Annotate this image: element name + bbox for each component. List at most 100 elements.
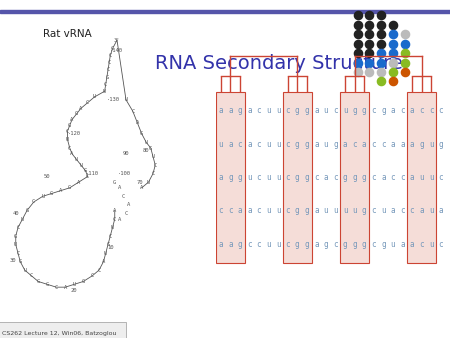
- Text: C: C: [66, 128, 69, 134]
- Point: [401, 31, 408, 37]
- Text: a: a: [410, 240, 414, 249]
- Text: u: u: [276, 173, 280, 182]
- Text: g: g: [305, 173, 309, 182]
- Text: a: a: [247, 206, 252, 215]
- Point: [378, 31, 385, 37]
- Text: g: g: [362, 206, 367, 215]
- Text: g: g: [295, 106, 300, 115]
- Text: C: C: [108, 61, 111, 65]
- Text: C: C: [104, 82, 108, 87]
- Text: C: C: [16, 225, 20, 230]
- Text: c: c: [438, 240, 443, 249]
- Text: 90: 90: [123, 151, 129, 156]
- Text: a: a: [410, 106, 414, 115]
- Text: u: u: [429, 173, 433, 182]
- Text: c: c: [314, 173, 319, 182]
- Text: a: a: [314, 106, 319, 115]
- Text: g: g: [295, 140, 300, 149]
- Text: c: c: [438, 106, 443, 115]
- Text: U: U: [75, 157, 78, 162]
- Text: U: U: [103, 89, 106, 94]
- Text: g: g: [352, 173, 357, 182]
- Text: g: g: [305, 206, 309, 215]
- Text: g: g: [343, 240, 347, 249]
- Text: c: c: [371, 140, 376, 149]
- Text: g: g: [324, 240, 328, 249]
- Text: c: c: [381, 140, 386, 149]
- Text: g: g: [238, 173, 242, 182]
- Text: g: g: [333, 140, 338, 149]
- Text: G: G: [106, 242, 110, 247]
- Text: G: G: [50, 191, 54, 196]
- Text: a: a: [314, 240, 319, 249]
- Point: [389, 41, 396, 46]
- Text: c: c: [371, 173, 376, 182]
- Text: G: G: [149, 146, 153, 150]
- Text: a: a: [391, 140, 395, 149]
- Text: A: A: [126, 202, 130, 207]
- Text: u: u: [266, 106, 271, 115]
- Text: G: G: [81, 279, 85, 284]
- Text: U: U: [111, 225, 114, 230]
- Point: [389, 69, 396, 75]
- Text: c: c: [256, 173, 261, 182]
- Text: A: A: [117, 185, 121, 190]
- Point: [378, 13, 385, 18]
- Text: g: g: [381, 240, 386, 249]
- Point: [354, 31, 361, 37]
- Text: a: a: [218, 240, 223, 249]
- Text: a: a: [314, 206, 319, 215]
- Point: [378, 41, 385, 46]
- Text: a: a: [228, 240, 233, 249]
- Text: U: U: [41, 194, 45, 199]
- Text: c: c: [371, 240, 376, 249]
- Text: a: a: [391, 206, 395, 215]
- Text: c: c: [352, 140, 357, 149]
- Point: [354, 60, 361, 65]
- Text: c: c: [256, 240, 261, 249]
- Text: a: a: [228, 140, 233, 149]
- Text: u: u: [276, 240, 280, 249]
- Text: C: C: [108, 234, 112, 239]
- Text: u: u: [381, 206, 386, 215]
- Text: A: A: [70, 117, 74, 122]
- Bar: [283, 92, 311, 263]
- Text: A: A: [135, 120, 139, 125]
- Text: u: u: [324, 106, 328, 115]
- Text: u: u: [324, 140, 328, 149]
- Text: C: C: [68, 146, 72, 150]
- Text: A: A: [77, 179, 81, 185]
- Text: U: U: [144, 140, 148, 145]
- Text: A: A: [79, 106, 83, 111]
- Text: A: A: [59, 188, 63, 193]
- Text: G: G: [45, 282, 49, 287]
- Text: g: g: [238, 106, 242, 115]
- Text: c: c: [429, 106, 433, 115]
- Text: C: C: [106, 68, 110, 72]
- Point: [378, 22, 385, 27]
- Text: C: C: [151, 171, 155, 176]
- Text: c: c: [285, 140, 290, 149]
- Text: u: u: [391, 240, 395, 249]
- Text: a: a: [400, 240, 405, 249]
- Text: u: u: [324, 206, 328, 215]
- Text: c: c: [238, 140, 242, 149]
- Text: u: u: [266, 206, 271, 215]
- Text: 30: 30: [9, 258, 16, 263]
- Text: g: g: [362, 173, 367, 182]
- Text: c: c: [333, 106, 338, 115]
- Text: a: a: [247, 106, 252, 115]
- Text: a: a: [410, 173, 414, 182]
- Text: C: C: [153, 163, 157, 168]
- Text: g: g: [419, 140, 424, 149]
- Text: C: C: [97, 268, 101, 273]
- Text: G: G: [140, 131, 144, 136]
- Text: G: G: [25, 208, 29, 213]
- Text: G: G: [113, 179, 117, 185]
- Point: [401, 60, 408, 65]
- Text: a: a: [238, 206, 242, 215]
- Text: c: c: [400, 173, 405, 182]
- Point: [378, 79, 385, 84]
- Text: c: c: [400, 206, 405, 215]
- Text: a: a: [218, 173, 223, 182]
